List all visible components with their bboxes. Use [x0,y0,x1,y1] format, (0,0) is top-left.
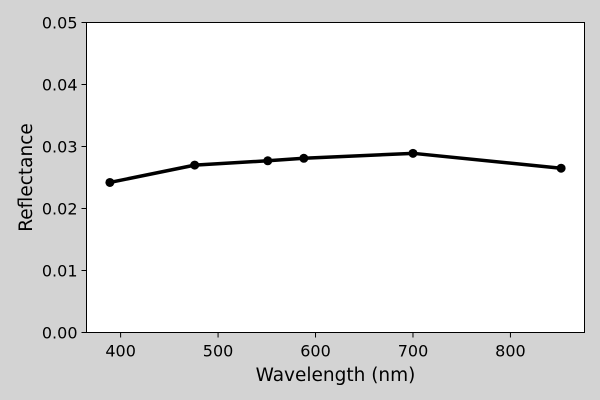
data-point [556,163,566,173]
x-axis-ticks: 400 500 600 700 800 [105,332,526,361]
y-tick-label: 0.02 [42,200,78,219]
x-tick-label: 400 [105,342,136,361]
x-axis-title: Wavelength (nm) [256,365,416,386]
y-tick-label: 0.01 [42,262,78,281]
y-axis-title: Reflectance [16,123,37,231]
plot-area [86,22,585,333]
data-point [408,148,418,158]
x-tick-label: 500 [203,342,234,361]
data-point [190,160,200,170]
x-tick-label: 600 [300,342,331,361]
x-tick-label: 700 [398,342,429,361]
y-tick-label: 0.03 [42,138,78,157]
series-line [108,151,563,185]
y-tick-label: 0.05 [42,14,78,33]
data-point [105,177,115,187]
y-tick-label: 0.04 [42,76,78,95]
x-tick-label: 800 [495,342,526,361]
series-layer [105,148,566,187]
y-axis-ticks: 0.00 0.01 0.02 0.03 0.04 0.05 [42,14,87,343]
axes-layer [86,22,585,333]
data-point [299,153,309,163]
plot-frame [86,22,585,333]
y-tick-label: 0.00 [42,324,78,343]
data-point [263,156,273,166]
